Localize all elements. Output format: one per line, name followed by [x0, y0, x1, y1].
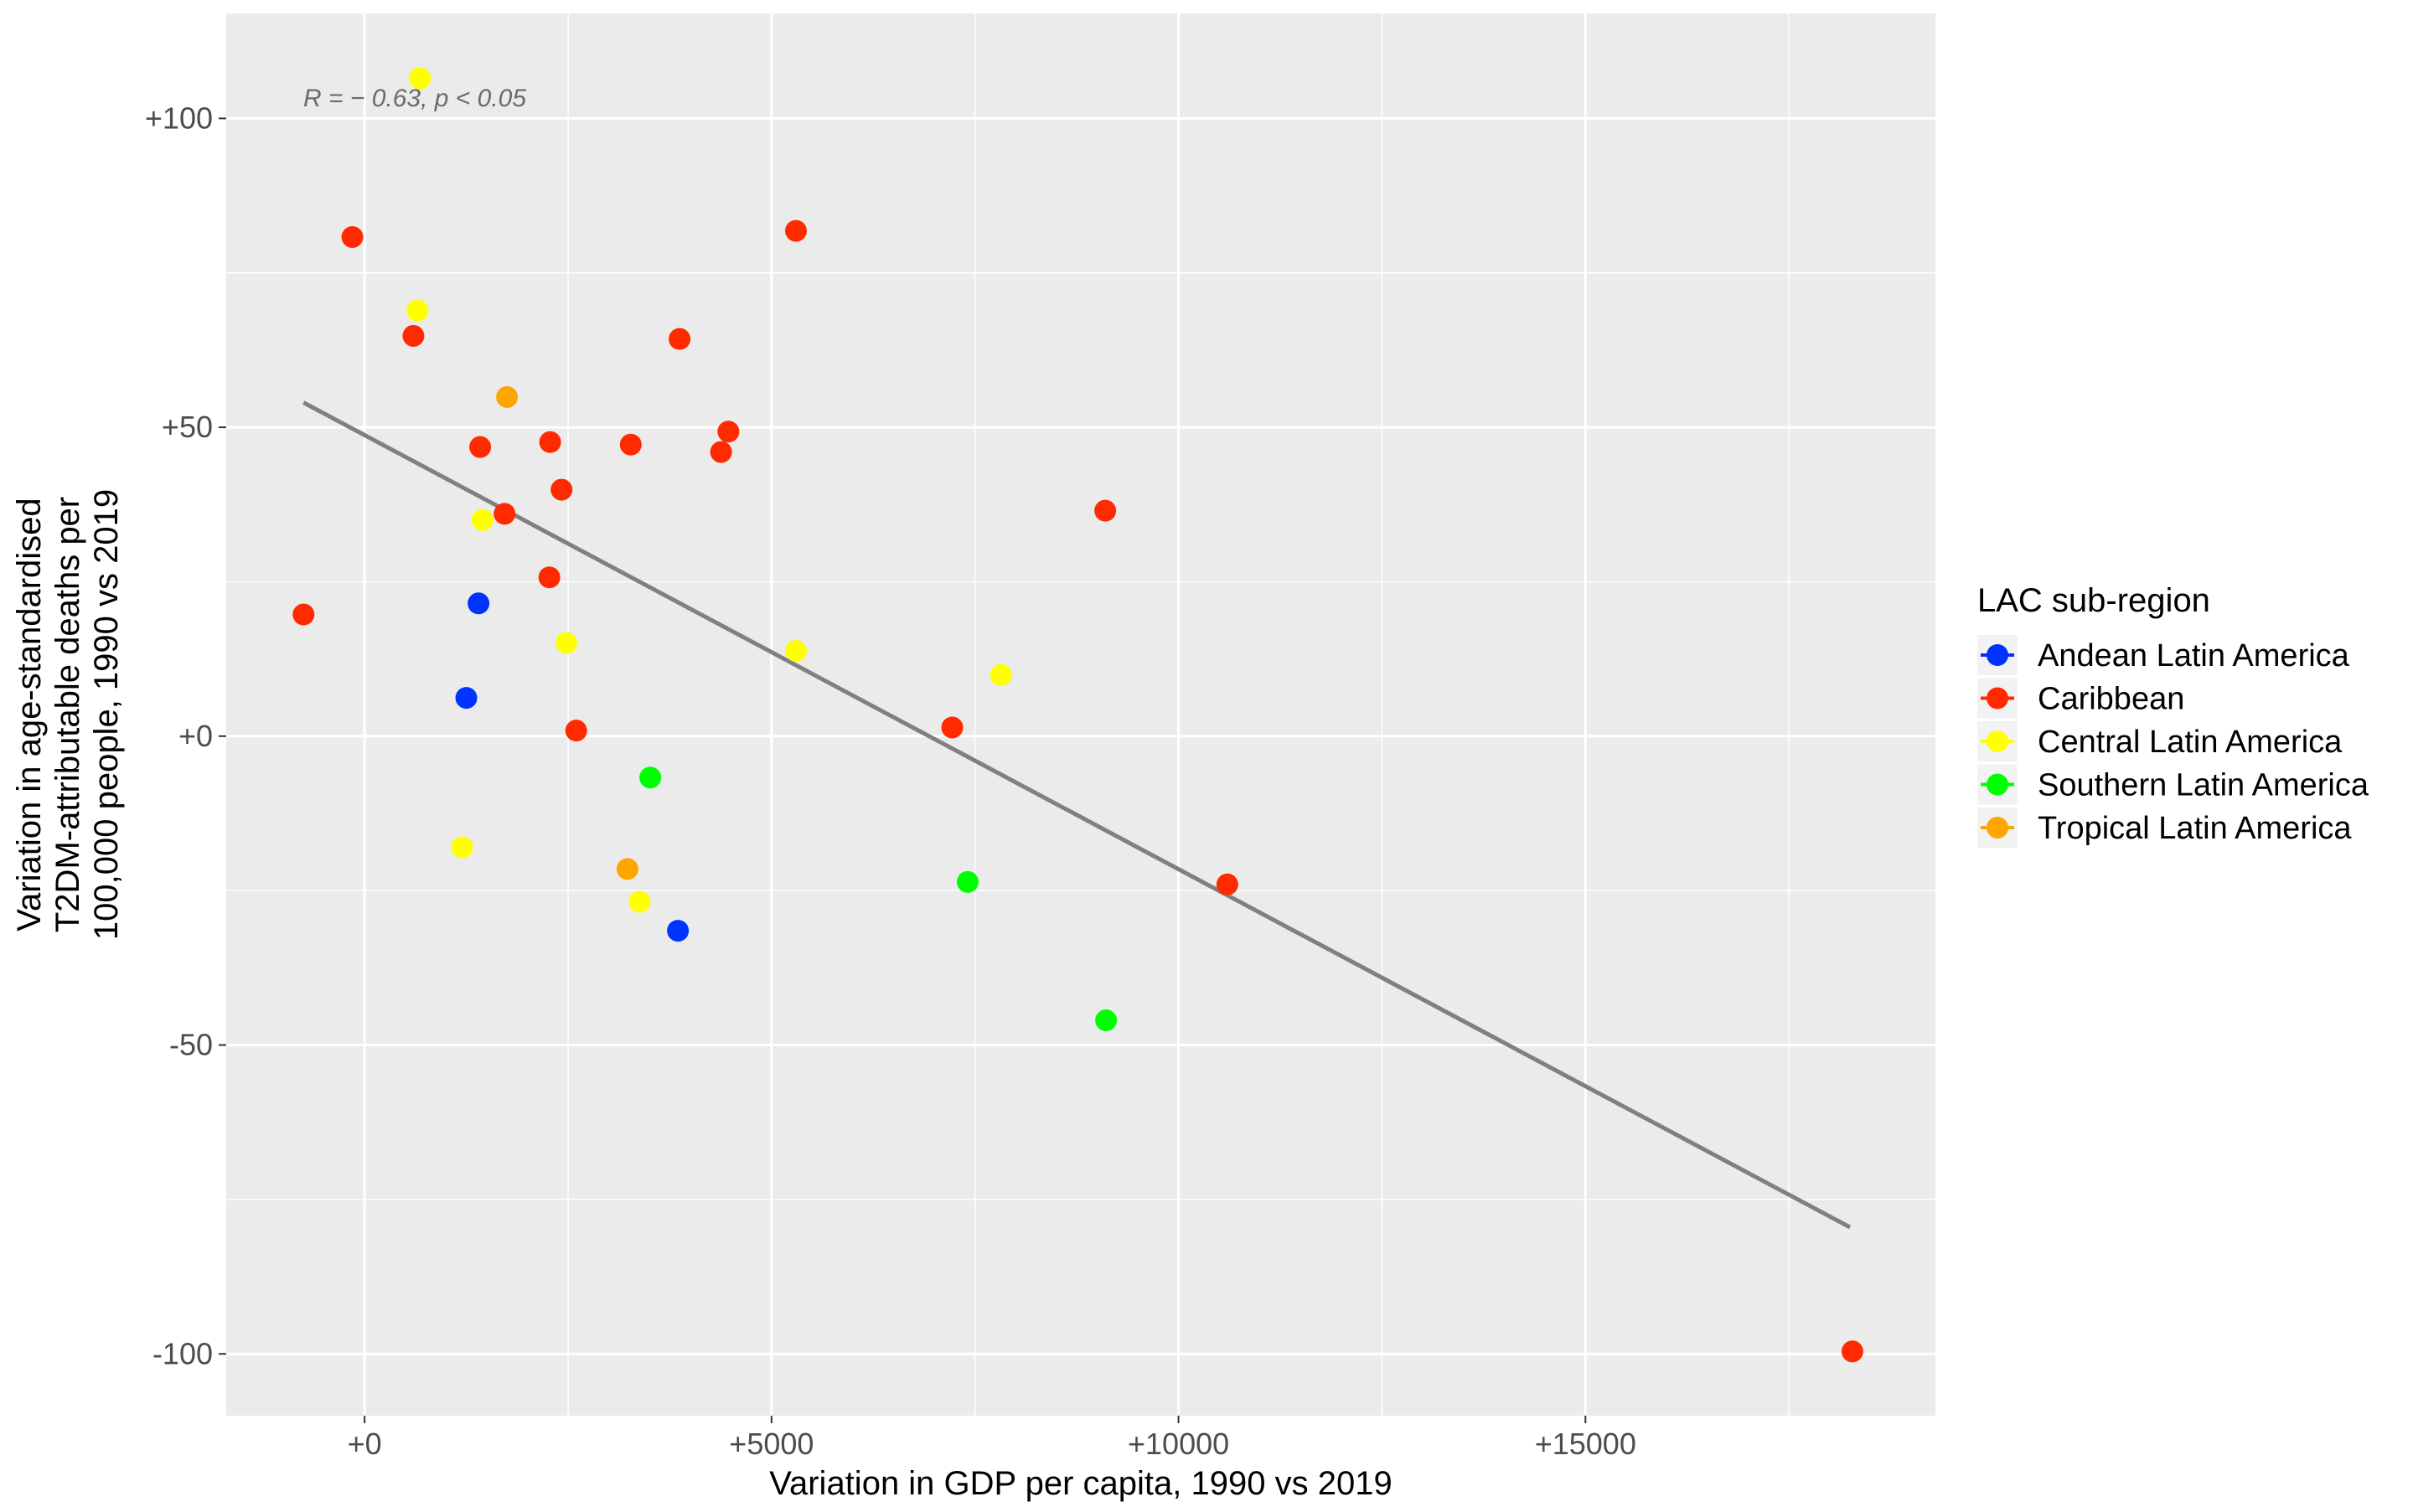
data-point	[539, 431, 561, 453]
legend-key-point	[1987, 644, 2008, 666]
data-point	[402, 324, 425, 347]
y-tick-label: +0	[178, 719, 213, 753]
y-tick-label: -50	[169, 1028, 213, 1062]
data-point	[619, 433, 642, 456]
data-point	[451, 836, 473, 859]
y-tick-label: +100	[145, 101, 213, 135]
legend-label: Central Latin America	[2038, 725, 2343, 760]
data-point	[538, 566, 561, 589]
legend-label: Tropical Latin America	[2038, 811, 2352, 846]
correlation-annotation: R = − 0.63, p < 0.05	[303, 85, 526, 112]
data-point	[1094, 499, 1117, 522]
data-point	[785, 219, 807, 242]
data-point	[469, 436, 492, 458]
data-point	[1216, 873, 1238, 895]
data-point	[493, 503, 516, 525]
x-axis-ticks: +0 +5000 +10000 +15000	[348, 1416, 1636, 1461]
x-tick-label: +10000	[1128, 1427, 1229, 1461]
data-point	[468, 592, 490, 615]
legend-items: Andean Latin America Caribbean Central Lat…	[1977, 635, 2369, 848]
x-tick-label: +15000	[1535, 1427, 1636, 1461]
legend-label: Caribbean	[2038, 682, 2184, 717]
data-point	[989, 663, 1012, 686]
legend: LAC sub-region Andean Latin America Carib…	[1977, 582, 2369, 848]
plot-panel-background	[226, 13, 1935, 1416]
regression-layer	[302, 400, 1852, 1230]
data-point	[1095, 1009, 1118, 1032]
data-point	[472, 508, 493, 531]
legend-key-point	[1987, 730, 2008, 752]
x-axis-title: Variation in GDP per capita, 1990 vs 201…	[769, 1465, 1392, 1502]
data-point	[667, 920, 690, 942]
data-point	[496, 385, 519, 408]
data-point	[616, 858, 638, 880]
minor-gridlines	[226, 13, 1935, 1416]
y-axis-title-line-3: 100,000 people, 1990 vs 2019	[88, 489, 125, 940]
legend-title: LAC sub-region	[1977, 582, 2210, 619]
data-point	[455, 687, 478, 710]
x-tick-label: +5000	[729, 1427, 814, 1461]
legend-key-point	[1987, 687, 2008, 710]
legend-label: Southern Latin America	[2038, 768, 2369, 803]
data-point	[785, 640, 807, 663]
y-tick-label: -100	[152, 1336, 213, 1370]
data-point	[628, 890, 651, 913]
data-point	[409, 67, 431, 90]
data-point	[406, 299, 429, 322]
y-axis-title-line-1: Variation in age-standardised	[11, 498, 48, 931]
legend-label: Andean Latin America	[2038, 638, 2350, 673]
data-point	[555, 632, 578, 654]
data-point	[941, 716, 964, 739]
x-tick-label: +0	[348, 1427, 382, 1461]
y-axis-ticks: +100 +50 +0 -50 -100	[145, 101, 226, 1370]
data-point	[639, 766, 662, 789]
data-point	[717, 421, 740, 443]
y-axis-title-line-2: T2DM-attributable deaths per	[49, 497, 86, 932]
data-point	[292, 603, 315, 626]
y-tick-label: +50	[162, 410, 213, 444]
data-point	[565, 720, 587, 742]
points-layer	[292, 67, 1863, 1363]
legend-key-point	[1987, 817, 2008, 839]
major-gridlines	[226, 13, 1935, 1416]
regression-line	[302, 400, 1852, 1230]
data-point	[341, 225, 364, 248]
data-point	[956, 870, 979, 893]
legend-key-point	[1987, 773, 2008, 796]
data-point	[550, 478, 573, 501]
y-axis-title: Variation in age-standardised T2DM-attri…	[11, 489, 125, 940]
data-point	[669, 328, 691, 350]
data-point	[710, 441, 732, 463]
data-point	[1841, 1340, 1863, 1363]
